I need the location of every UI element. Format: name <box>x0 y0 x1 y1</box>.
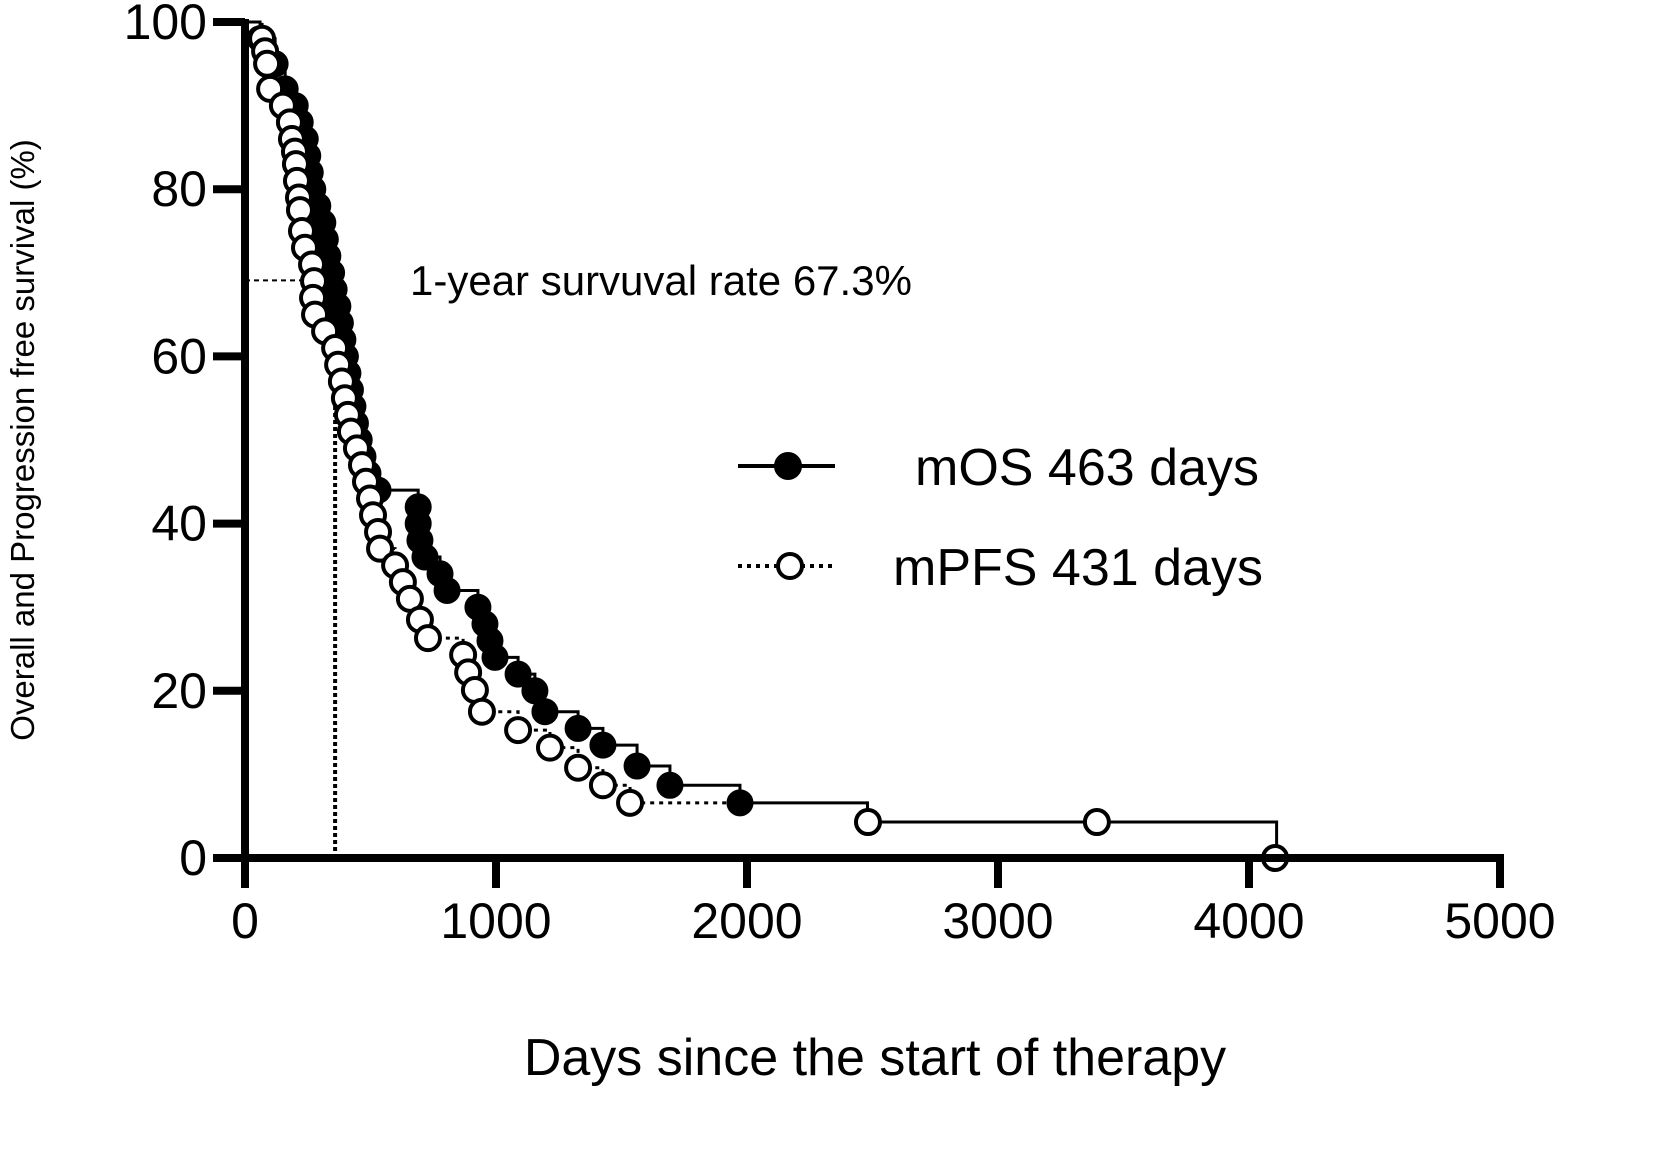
legend-pfs-marker <box>776 552 804 580</box>
os-point <box>433 576 461 604</box>
pfs-point <box>253 49 282 78</box>
os-point <box>531 698 559 726</box>
x-tick-label: 1000 <box>440 893 551 949</box>
legend: mOS 463 days mPFS 431 days <box>738 439 1263 597</box>
pfs-point <box>467 697 496 726</box>
pfs-point <box>366 534 395 563</box>
x-tick-label: 4000 <box>1193 893 1304 949</box>
pfs-point <box>616 788 645 817</box>
os-point <box>564 714 592 742</box>
os-point <box>726 789 754 817</box>
y-tick-label: 100 <box>124 0 207 50</box>
os-point <box>411 543 439 571</box>
x-tick-label: 2000 <box>691 893 802 949</box>
plot-area <box>245 20 1290 872</box>
legend-os-label: mOS 463 days <box>915 439 1259 497</box>
y-tick-label: 40 <box>151 496 207 552</box>
pfs-point <box>504 716 533 745</box>
y-tick-label: 80 <box>151 161 207 217</box>
x-tick-label: 0 <box>231 893 259 949</box>
os-point <box>504 660 532 688</box>
y-tick-label: 0 <box>179 830 207 886</box>
y-tick-label: 20 <box>151 663 207 719</box>
x-tick-label: 3000 <box>942 893 1053 949</box>
pfs-point <box>413 624 442 653</box>
pfs-point <box>564 753 593 782</box>
legend-os-marker <box>774 452 802 480</box>
annotation-1yr: 1-year survuval rate 67.3% <box>410 257 912 304</box>
x-axis-label: Days since the start of therapy <box>524 1029 1226 1087</box>
legend-pfs-label: mPFS 431 days <box>893 539 1263 597</box>
pfs-point <box>588 771 617 800</box>
os-point <box>481 643 509 671</box>
os-point <box>589 731 617 759</box>
pfs-point <box>1082 808 1111 837</box>
x-tick-label: 5000 <box>1444 893 1555 949</box>
pfs-step-line <box>245 20 740 805</box>
os-point <box>623 752 651 780</box>
os-point <box>656 771 684 799</box>
y-axis-label: Overall and Progression free survival (%… <box>4 139 41 741</box>
pfs-point <box>535 733 564 762</box>
pfs-point <box>853 808 882 837</box>
y-tick-label: 60 <box>151 328 207 384</box>
